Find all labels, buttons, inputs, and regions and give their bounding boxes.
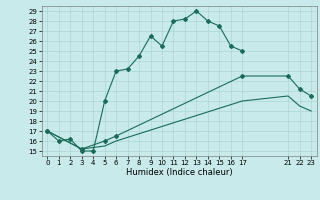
X-axis label: Humidex (Indice chaleur): Humidex (Indice chaleur) (126, 168, 233, 177)
